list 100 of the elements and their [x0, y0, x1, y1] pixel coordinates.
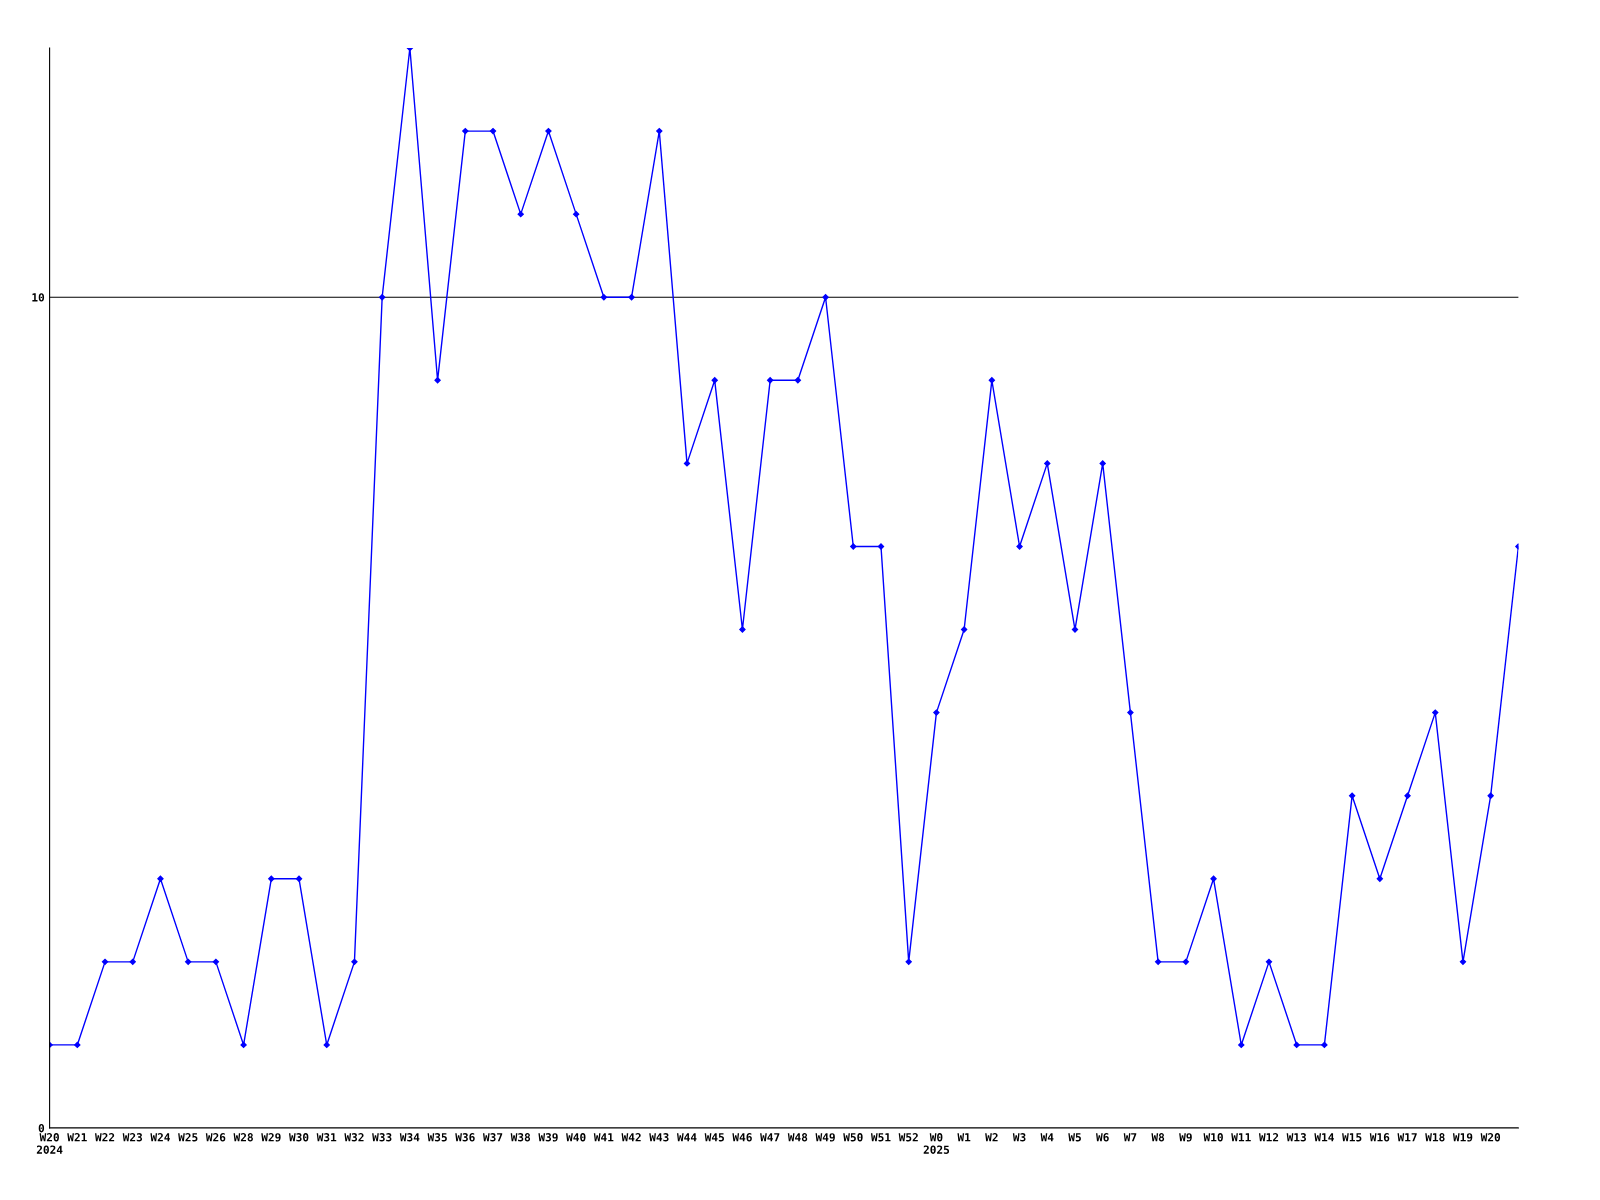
- x-tick-label: W4: [1040, 1133, 1054, 1142]
- point: [1348, 792, 1356, 799]
- point: [1432, 709, 1439, 716]
- x-tick-label: W38: [510, 1133, 531, 1142]
- point: [157, 875, 164, 882]
- x-tick-label: W24: [150, 1133, 170, 1142]
- x-tick-label: W10: [1203, 1133, 1223, 1142]
- x-tick-label: W17: [1397, 1133, 1417, 1142]
- point: [545, 127, 552, 135]
- point: [1182, 958, 1189, 965]
- point: [933, 709, 940, 716]
- x-tick-label: W30: [288, 1133, 309, 1142]
- point: [739, 626, 746, 633]
- point: [656, 127, 663, 135]
- x-tick-label: W3: [1012, 1133, 1026, 1142]
- point: [1459, 958, 1467, 965]
- point: [794, 377, 802, 384]
- x-tick-label: W45: [704, 1133, 724, 1142]
- point: [850, 543, 857, 550]
- point: [1127, 709, 1134, 716]
- x-tick-label: W44: [676, 1133, 697, 1142]
- x-tick-label: W51: [870, 1133, 891, 1142]
- point: [1376, 875, 1383, 882]
- point: [600, 294, 608, 301]
- x-tick-label: W41: [593, 1133, 614, 1142]
- y-tick-label: 0: [38, 1123, 45, 1133]
- x-tick-label: W48: [787, 1133, 808, 1142]
- point: [1016, 543, 1023, 550]
- point: [1321, 1041, 1328, 1049]
- x-tick-label: W37: [482, 1133, 503, 1142]
- point: [1099, 460, 1106, 467]
- x-tick-label: W21: [67, 1133, 87, 1142]
- x-tick-label: W18: [1425, 1133, 1445, 1142]
- x-tick-label: W16: [1369, 1133, 1390, 1142]
- point: [74, 1041, 81, 1049]
- point: [573, 211, 580, 218]
- point: [1044, 460, 1051, 467]
- x-tick-label: W29: [261, 1133, 281, 1142]
- point: [766, 377, 774, 384]
- x-tick-label: W32: [344, 1133, 364, 1142]
- point: [1210, 875, 1217, 882]
- x-tick-label: W20 2024: [36, 1133, 63, 1154]
- x-tick-label: W1: [957, 1133, 971, 1142]
- point: [1154, 958, 1162, 965]
- x-tick-label: W22: [94, 1133, 115, 1142]
- x-tick-label: W47: [760, 1133, 780, 1142]
- y-tick-label: 10: [32, 293, 45, 302]
- x-tick-label: W28: [233, 1133, 253, 1142]
- x-tick-label: W0 2025: [923, 1133, 950, 1154]
- point: [905, 958, 912, 965]
- x-tick-label: W40: [566, 1133, 586, 1142]
- x-tick-label: W5: [1068, 1133, 1081, 1142]
- point: [1293, 1041, 1300, 1049]
- x-tick-label: W15: [1342, 1133, 1362, 1142]
- point: [683, 460, 691, 467]
- x-tick-label: W50: [843, 1133, 863, 1142]
- x-tick-label: W31: [316, 1133, 337, 1142]
- x-tick-label: W39: [538, 1133, 558, 1142]
- x-tick-label: W23: [122, 1133, 143, 1142]
- line-series: [49, 48, 1519, 1049]
- point: [212, 958, 220, 965]
- x-tick-label: W12: [1258, 1133, 1279, 1142]
- point: [1487, 792, 1494, 799]
- x-tick-label: W6: [1096, 1133, 1109, 1142]
- point: [185, 958, 192, 965]
- point: [1238, 1041, 1245, 1049]
- point: [129, 958, 136, 965]
- point: [323, 1041, 330, 1049]
- point: [960, 626, 968, 633]
- point: [988, 377, 995, 384]
- point: [351, 958, 358, 965]
- x-tick-label: W8: [1151, 1133, 1165, 1142]
- x-tick-label: W2: [985, 1133, 998, 1142]
- point: [1265, 958, 1273, 965]
- x-tick-label: W36: [455, 1133, 475, 1142]
- x-tick-label: W11: [1231, 1133, 1251, 1142]
- x-tick-label: W26: [205, 1133, 226, 1142]
- point: [434, 377, 441, 384]
- x-tick-label: W42: [621, 1133, 641, 1142]
- point: [628, 294, 635, 301]
- x-tick-label: W52: [898, 1133, 918, 1142]
- point: [517, 211, 524, 218]
- x-tick-label: W35: [427, 1133, 447, 1142]
- x-tick-label: W46: [732, 1133, 752, 1142]
- x-tick-label: W43: [649, 1133, 669, 1142]
- x-tick-label: W13: [1286, 1133, 1307, 1142]
- point: [379, 294, 386, 301]
- point: [489, 127, 497, 135]
- point: [462, 127, 469, 135]
- point: [101, 958, 109, 965]
- x-tick-label: W34: [399, 1133, 420, 1142]
- x-tick-label: W7: [1123, 1133, 1137, 1142]
- x-tick-label: W25: [178, 1133, 198, 1142]
- point: [711, 377, 718, 384]
- point: [822, 294, 829, 301]
- x-tick-label: W20: [1480, 1133, 1501, 1142]
- point: [240, 1041, 247, 1049]
- point: [268, 875, 275, 882]
- x-tick-label: W19: [1452, 1133, 1473, 1142]
- point: [295, 875, 303, 882]
